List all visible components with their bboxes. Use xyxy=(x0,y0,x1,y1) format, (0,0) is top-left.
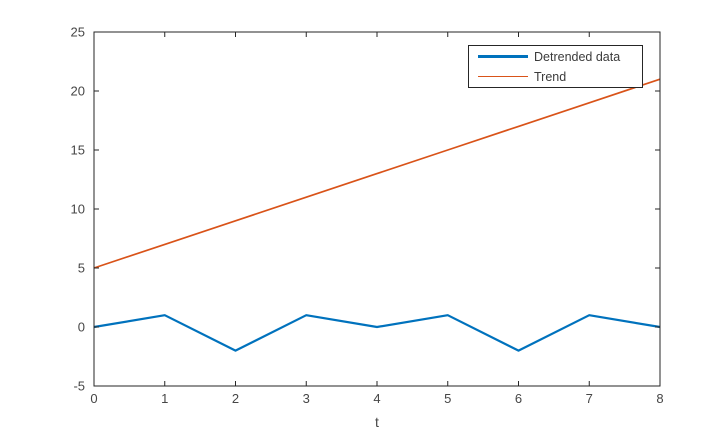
y-tick-label: 20 xyxy=(71,84,85,99)
x-tick-label: 1 xyxy=(161,391,168,406)
x-tick-label: 3 xyxy=(303,391,310,406)
legend-item-detrended-data: Detrended data xyxy=(469,47,642,66)
legend-line-sample-trend xyxy=(478,75,528,78)
legend-item-trend: Trend xyxy=(469,67,642,86)
series-line-trend xyxy=(93,78,661,269)
x-tick-label: 8 xyxy=(656,391,663,406)
legend: Detrended data Trend xyxy=(468,45,643,88)
y-tick-label: 10 xyxy=(71,202,85,217)
x-tick-label: 5 xyxy=(444,391,451,406)
x-tick-label: 2 xyxy=(232,391,239,406)
legend-label-detrended-data: Detrended data xyxy=(534,49,621,64)
x-tick-label: 7 xyxy=(586,391,593,406)
series-line-detrended-data xyxy=(93,314,661,352)
x-axis-label: t xyxy=(375,414,379,430)
x-tick-label: 0 xyxy=(90,391,97,406)
y-tick-label: -5 xyxy=(73,379,85,394)
legend-label-trend: Trend xyxy=(534,69,567,84)
y-tick-label: 15 xyxy=(71,143,85,158)
legend-line-sample-detrended-data xyxy=(478,55,528,58)
y-tick-label: 25 xyxy=(71,25,85,40)
y-tick-label: 0 xyxy=(78,320,85,335)
x-tick-label: 4 xyxy=(373,391,380,406)
x-tick-label: 6 xyxy=(515,391,522,406)
y-tick-label: 5 xyxy=(78,261,85,276)
